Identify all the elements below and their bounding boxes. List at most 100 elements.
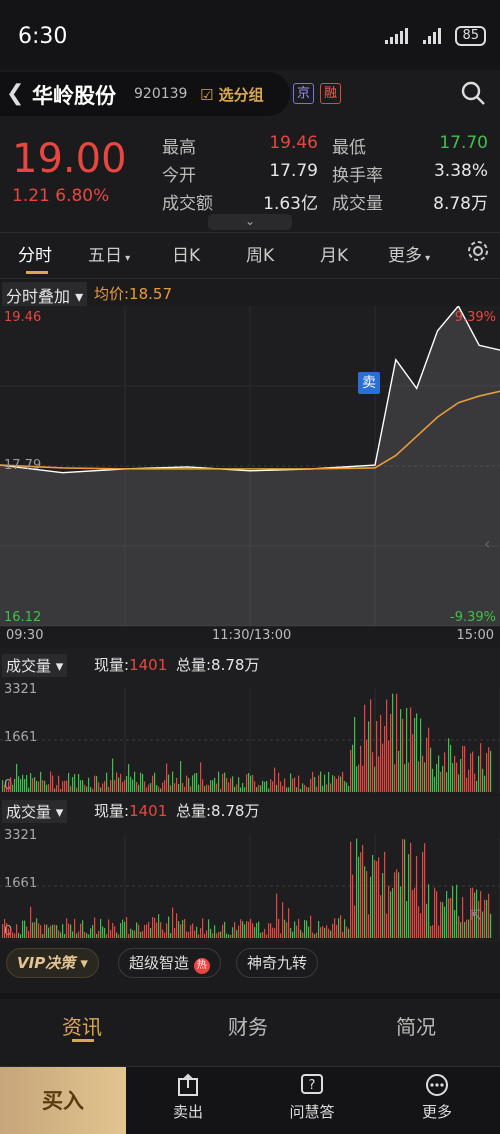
volume-bar [306,920,308,938]
volume-dropdown-2[interactable]: 成交量 ▾ [2,800,68,823]
tab-weekly-k[interactable]: 周K [246,246,275,266]
volume-bar [166,923,168,938]
tab-more[interactable]: 更多 ▾ [388,246,431,266]
volume-bar [350,749,352,792]
gear-icon[interactable] [466,239,490,263]
volume-bar [186,931,188,938]
tab-five-day[interactable]: 五日 ▾ [88,246,131,266]
volume-bar [438,925,440,938]
volume-bar [82,920,84,938]
search-icon[interactable] [460,80,486,106]
volume-bar [280,781,282,792]
volume-bar [412,889,414,938]
volume-bar [242,921,244,938]
magic-nine-pill[interactable]: 神奇九转 [236,948,319,978]
volume-bar [400,886,402,938]
volume-bar [204,786,206,792]
volume-bar [272,781,274,792]
volume-bar [180,924,182,938]
amount-value: 1.63亿 [263,194,318,214]
volume-bar [66,918,68,938]
volume-bar [98,782,100,792]
volume-bar [298,775,300,792]
volume-bar [18,776,20,792]
volume-total-2: 总量:8.78万 [176,802,260,820]
tab-finance[interactable]: 财务 [228,1015,268,1039]
volume-bar [470,888,472,938]
volume-bar [192,923,194,938]
volume-bar [292,931,294,938]
tab-monthly-k[interactable]: 月K [320,246,349,266]
volume-bar [432,925,434,938]
vip-decision-pill[interactable]: VIP决策 ▾ [6,948,99,978]
volume-bar [160,788,162,792]
more-button[interactable]: 更多 [392,1073,482,1122]
volume-dropdown-1[interactable]: 成交量 ▾ [2,654,68,677]
volume-bar [490,913,492,938]
volume-bar [464,746,466,792]
volume-bar [128,764,130,792]
volume-bar [86,786,88,792]
volume-bar [176,913,178,938]
volume-bar [446,772,448,792]
fullscreen-icon[interactable]: ⇱ [470,908,482,924]
ask-button[interactable]: ? 问慧答 [267,1073,357,1122]
volume-bar [454,755,456,792]
volume-bar [334,918,336,938]
back-icon[interactable]: ❮ [6,81,25,106]
volume-bar [282,785,284,792]
volume-bar [390,713,392,792]
tab-news[interactable]: 资讯 [62,1015,102,1039]
volume-bar [200,762,202,792]
volume-bar [320,927,322,938]
volume-bar [68,772,70,792]
volume-bar [8,781,10,792]
volume-bar [94,917,96,938]
expand-quote-button[interactable]: ⌄ [208,214,292,230]
volume-bar [186,775,188,792]
volume-bar [398,750,400,792]
volume-bar [24,779,26,792]
volume-bar [468,769,470,792]
intraday-chart[interactable]: 19.46 17.79 16.12 9.39% -9.39% 09:30 11:… [0,304,500,646]
sell-marker[interactable]: 卖 [358,372,380,394]
volume-bar [68,923,70,938]
volume-bar [30,773,32,792]
volume-bar [462,897,464,938]
tab-profile[interactable]: 简况 [396,1015,436,1039]
volume-bar [478,900,480,938]
exchange-badge: 京 [293,83,314,104]
x-axis-start: 09:30 [6,628,44,643]
sell-button[interactable]: 卖出 [143,1073,233,1122]
buy-button[interactable]: 买入 [0,1067,126,1134]
volume-bar [110,780,112,792]
volume-bar [430,747,432,792]
volume-bar [240,919,242,938]
volume-bar [106,772,108,792]
volume-bar [304,784,306,792]
volume-bar [246,921,248,938]
add-to-group-button[interactable]: ☑ 选分组 [200,86,264,104]
volume-bar [78,774,80,792]
volume-bar [358,764,360,792]
volume-bar [320,771,322,792]
volume-bar [230,778,232,792]
overlay-dropdown[interactable]: 分时叠加 ▾ [2,282,88,308]
volume-bar [26,775,28,792]
volume-bar [332,923,334,938]
volume-bar [128,933,130,938]
volume-bar [20,779,22,792]
tab-intraday[interactable]: 分时 [18,246,52,266]
volume-bar [238,777,240,792]
volume-bar [30,906,32,938]
price-area [0,306,500,626]
volume-bar [204,933,206,938]
collapse-handle-icon[interactable]: ‹ [484,534,491,553]
sell-label: 卖出 [172,1103,203,1121]
low-label: 最低 [332,138,366,158]
volume-bar [390,891,392,938]
volume-bar [394,872,396,938]
super-manufacturing-pill[interactable]: 超级智造 热 [118,948,221,978]
tab-daily-k[interactable]: 日K [172,246,201,266]
volume-bar [262,931,264,938]
